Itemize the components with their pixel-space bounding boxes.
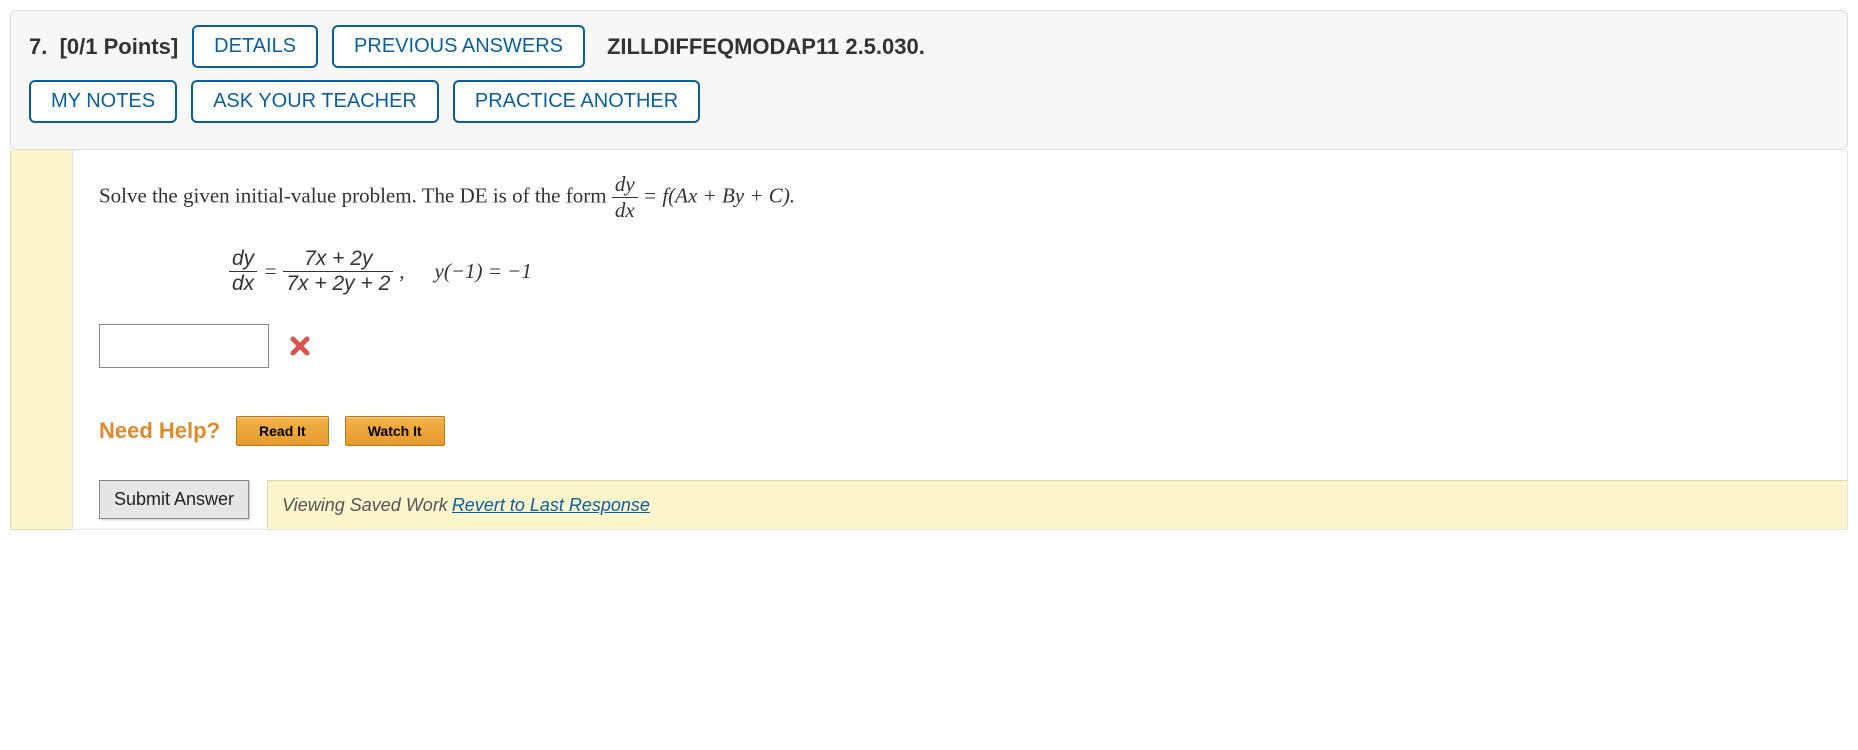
practice-another-button[interactable]: PRACTICE ANOTHER: [453, 80, 700, 123]
saved-work-text: Viewing Saved Work: [282, 495, 448, 516]
answer-row: [99, 324, 1821, 368]
dy-dx-fraction: dy dx: [612, 172, 638, 223]
question-header: 7. [0/1 Points] DETAILS PREVIOUS ANSWERS…: [10, 10, 1848, 150]
header-row-2: MY NOTES ASK YOUR TEACHER PRACTICE ANOTH…: [29, 80, 1829, 123]
equals-sign: =: [263, 259, 277, 284]
incorrect-x-icon: [289, 335, 311, 357]
fraction-denominator: 7x + 2y + 2: [283, 272, 393, 296]
answer-input[interactable]: [99, 324, 269, 368]
details-button[interactable]: DETAILS: [192, 25, 318, 68]
my-notes-button[interactable]: MY NOTES: [29, 80, 177, 123]
comma: ,: [399, 259, 404, 284]
left-highlight-strip: [10, 150, 72, 530]
dy-dx-fraction-2: dy dx: [229, 247, 257, 296]
need-help-row: Need Help? Read It Watch It: [99, 416, 1821, 446]
saved-work-bar: Viewing Saved Work Revert to Last Respon…: [267, 480, 1847, 529]
problem-statement: Solve the given initial-value problem. T…: [99, 172, 1821, 223]
previous-answers-button[interactable]: PREVIOUS ANSWERS: [332, 25, 585, 68]
source-reference: ZILLDIFFEQMODAP11 2.5.030.: [607, 34, 925, 60]
footer-row: Submit Answer Viewing Saved Work Revert …: [99, 480, 1821, 529]
fraction-numerator: dy: [612, 172, 638, 198]
fraction-numerator: 7x + 2y: [283, 247, 393, 272]
differential-equation: dy dx = 7x + 2y 7x + 2y + 2 , y(−1) = −1: [229, 247, 1821, 296]
question-number: 7. [0/1 Points]: [29, 34, 178, 60]
content-wrap: Solve the given initial-value problem. T…: [10, 150, 1848, 530]
watch-it-button[interactable]: Watch It: [345, 416, 445, 446]
fraction-denominator: dx: [229, 272, 257, 296]
revert-link[interactable]: Revert to Last Response: [452, 495, 650, 516]
problem-intro: Solve the given initial-value problem. T…: [99, 183, 612, 207]
ask-teacher-button[interactable]: ASK YOUR TEACHER: [191, 80, 439, 123]
rhs-fraction: 7x + 2y 7x + 2y + 2: [283, 247, 393, 296]
fraction-denominator: dx: [612, 198, 638, 223]
need-help-label: Need Help?: [99, 418, 220, 444]
initial-condition: y(−1) = −1: [435, 259, 532, 284]
read-it-button[interactable]: Read It: [236, 416, 329, 446]
submit-answer-button[interactable]: Submit Answer: [99, 480, 249, 519]
fraction-numerator: dy: [229, 247, 257, 272]
question-content: Solve the given initial-value problem. T…: [72, 150, 1848, 530]
header-row-1: 7. [0/1 Points] DETAILS PREVIOUS ANSWERS…: [29, 25, 1829, 68]
form-rhs: = f(Ax + By + C).: [643, 183, 795, 207]
